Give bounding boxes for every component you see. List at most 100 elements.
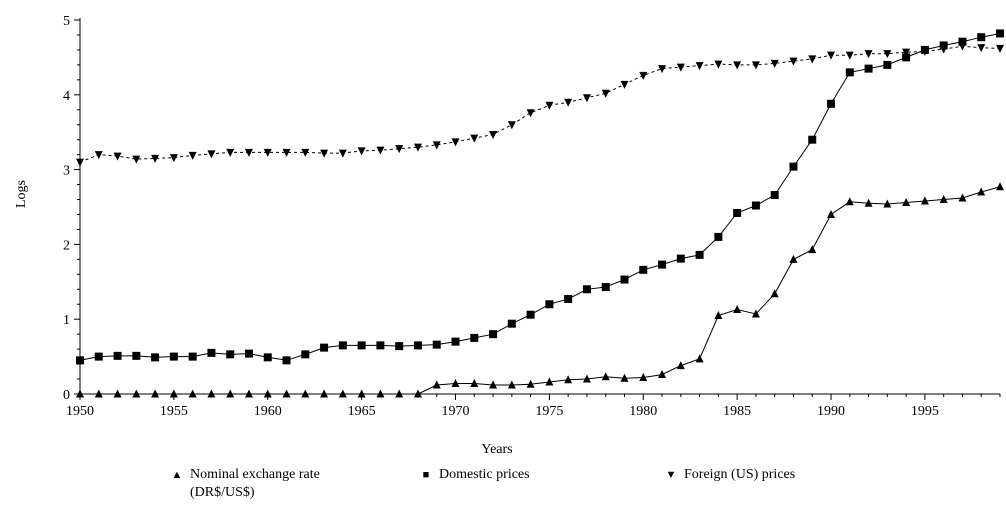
data-point-domestic-prices <box>695 250 704 259</box>
data-point-foreign-prices <box>357 147 366 156</box>
data-point-domestic-prices <box>676 254 685 263</box>
data-point-exchange-rate <box>564 375 573 384</box>
square-icon: ■ <box>422 469 430 481</box>
data-point-exchange-rate <box>451 379 460 388</box>
data-point-domestic-prices <box>939 41 948 50</box>
data-point-exchange-rate <box>639 373 648 382</box>
data-point-domestic-prices <box>376 341 385 350</box>
data-point-exchange-rate <box>864 198 873 207</box>
data-point-domestic-prices <box>545 300 554 309</box>
x-tick-label: 1970 <box>442 404 470 419</box>
y-tick-label: 3 <box>63 164 70 179</box>
data-point-domestic-prices <box>244 349 253 358</box>
data-point-domestic-prices <box>76 356 84 365</box>
data-point-foreign-prices <box>582 94 591 103</box>
x-tick-label: 1965 <box>348 404 376 419</box>
data-point-foreign-prices <box>564 98 573 107</box>
data-point-exchange-rate <box>770 289 779 298</box>
data-point-exchange-rate <box>883 199 892 208</box>
data-point-domestic-prices <box>789 162 798 171</box>
data-point-exchange-rate <box>845 197 854 206</box>
data-point-exchange-rate <box>526 379 535 388</box>
data-point-foreign-prices <box>207 150 216 159</box>
data-point-foreign-prices <box>94 151 103 160</box>
data-point-domestic-prices <box>320 343 329 352</box>
data-point-foreign-prices <box>282 148 291 157</box>
data-point-domestic-prices <box>207 348 216 357</box>
data-point-domestic-prices <box>902 53 911 62</box>
data-point-foreign-prices <box>639 71 648 80</box>
y-axis-ticks: 0 1 2 3 4 5 <box>63 14 80 403</box>
data-point-domestic-prices <box>489 330 498 339</box>
data-point-foreign-prices <box>489 130 498 139</box>
legend-label-sub: (DR$/US$) <box>190 485 255 500</box>
data-point-exchange-rate <box>939 195 948 204</box>
data-point-exchange-rate <box>113 389 122 398</box>
data-point-domestic-prices <box>639 265 648 274</box>
data-point-exchange-rate <box>226 389 235 398</box>
data-point-domestic-prices <box>357 341 366 350</box>
data-point-foreign-prices <box>902 48 911 57</box>
data-point-domestic-prices <box>883 60 892 69</box>
data-point-foreign-prices <box>169 154 178 163</box>
data-point-exchange-rate <box>169 389 178 398</box>
data-point-domestic-prices <box>564 295 573 304</box>
data-point-foreign-prices <box>244 148 253 157</box>
legend-item-foreign-prices: ▼ Foreign (US) prices <box>664 466 796 484</box>
data-point-exchange-rate <box>977 187 986 196</box>
data-point-exchange-rate <box>320 389 329 398</box>
data-point-domestic-prices <box>507 319 516 328</box>
series-line-domestic-prices <box>79 33 1001 361</box>
data-point-domestic-prices <box>282 356 291 365</box>
data-point-foreign-prices <box>395 145 404 154</box>
x-tick-label: 1990 <box>817 404 845 419</box>
data-point-exchange-rate <box>470 379 479 388</box>
data-point-foreign-prices <box>507 121 516 130</box>
data-point-foreign-prices <box>76 158 84 167</box>
data-point-exchange-rate <box>507 380 516 389</box>
data-point-domestic-prices <box>301 350 310 359</box>
data-point-exchange-rate <box>188 389 197 398</box>
data-point-domestic-prices <box>451 337 460 346</box>
x-tick-label: 1975 <box>535 404 563 419</box>
data-point-exchange-rate <box>658 370 667 379</box>
series-line-foreign-prices <box>79 45 1001 163</box>
x-tick-label: 1950 <box>66 404 94 419</box>
triangle-up-icon: ▲ <box>171 469 183 481</box>
data-point-exchange-rate <box>301 389 310 398</box>
data-point-exchange-rate <box>395 389 404 398</box>
data-point-domestic-prices <box>733 208 742 217</box>
data-point-foreign-prices <box>432 141 441 150</box>
legend-item-exchange-rate: ▲ Nominal exchange rate (DR$/US$) <box>170 466 320 502</box>
data-point-foreign-prices <box>526 109 535 118</box>
data-point-foreign-prices <box>451 138 460 147</box>
data-point-exchange-rate <box>338 389 347 398</box>
data-point-foreign-prices <box>977 44 986 53</box>
data-point-foreign-prices <box>263 148 272 157</box>
data-point-exchange-rate <box>376 389 385 398</box>
data-point-domestic-prices <box>395 342 404 351</box>
data-point-exchange-rate <box>733 304 742 313</box>
data-point-foreign-prices <box>676 63 685 72</box>
legend-label: Domestic prices <box>439 467 530 482</box>
data-point-domestic-prices <box>582 285 591 294</box>
legend-label: Nominal exchange rate <box>190 467 320 482</box>
data-point-foreign-prices <box>226 148 235 157</box>
y-tick-label: 4 <box>63 89 70 104</box>
data-point-foreign-prices <box>188 151 197 160</box>
y-tick-label: 1 <box>63 313 70 328</box>
legend-item-domestic-prices: ■ Domestic prices <box>419 466 530 484</box>
data-point-foreign-prices <box>320 149 329 158</box>
data-point-domestic-prices <box>864 64 873 73</box>
data-point-exchange-rate <box>676 361 685 370</box>
data-point-foreign-prices <box>301 148 310 157</box>
series-points <box>76 29 1004 398</box>
data-point-exchange-rate <box>902 198 911 207</box>
data-point-foreign-prices <box>151 154 160 163</box>
data-point-foreign-prices <box>864 50 873 59</box>
data-point-domestic-prices <box>151 353 160 362</box>
data-point-domestic-prices <box>132 351 141 360</box>
data-point-exchange-rate <box>582 374 591 383</box>
x-tick-label: 1995 <box>911 404 939 419</box>
